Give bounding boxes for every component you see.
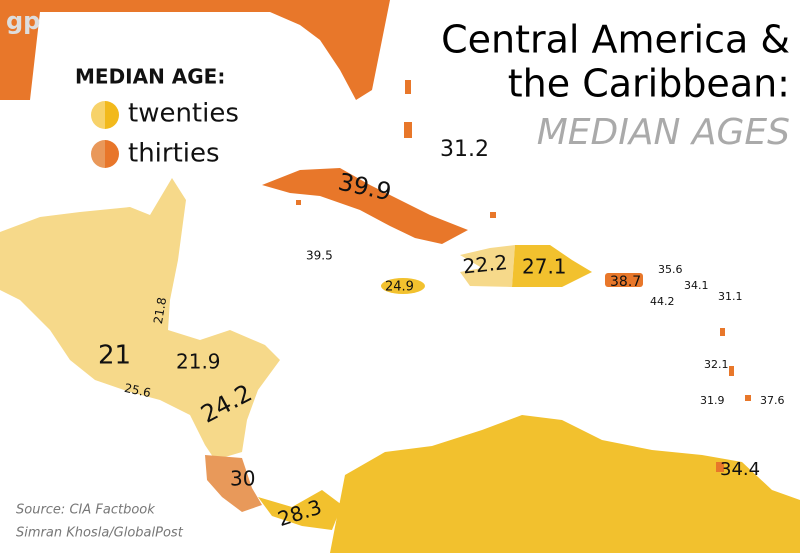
value-label: 37.6 [760,394,785,407]
value-label: 21.8 [151,296,169,325]
dominican-republic [512,245,592,287]
legend-swatch [91,140,105,168]
value-label: 44.2 [650,295,675,308]
legend-swatch [105,101,119,129]
title-line: Central America & [441,18,790,62]
puerto-rico [605,273,643,287]
value-label: 31.9 [700,394,725,407]
value-label: 34.1 [684,279,709,292]
value-label: 21.9 [176,350,221,374]
legend-label: twenties [128,99,239,129]
jamaica [381,278,425,294]
panama [258,490,342,530]
logo: gp [6,7,40,35]
legend-swatch [105,140,119,168]
islands [296,80,751,472]
florida [0,0,390,100]
haiti [460,245,515,287]
central-america [0,178,280,460]
legend-swatch [91,101,105,129]
value-label: 27.1 [522,255,567,279]
source: Source: CIA Factbook [16,503,155,518]
subtitle: MEDIAN AGES [537,112,790,153]
costa-rica [205,455,262,512]
value-label: 35.6 [658,263,683,276]
value-label: 34.4 [720,459,760,480]
value-label: 31.1 [718,290,743,303]
value-label: 39.5 [306,249,333,263]
value-label: 38.7 [610,274,641,290]
value-label: 32.1 [704,358,729,371]
cuba [262,168,468,244]
value-label: 24.9 [385,280,414,295]
value-label: 22.2 [462,250,509,279]
value-label: 21 [98,341,131,371]
value-label: 25.6 [123,381,152,400]
legend-title: MEDIAN AGE: [75,65,225,89]
legend-label: thirties [128,139,220,169]
source: Simran Khosla/GlobalPost [16,526,184,541]
value-label: 31.2 [440,137,489,162]
south-america [330,415,800,553]
title-line: the Caribbean: [508,62,790,106]
value-label: 30 [230,467,255,491]
